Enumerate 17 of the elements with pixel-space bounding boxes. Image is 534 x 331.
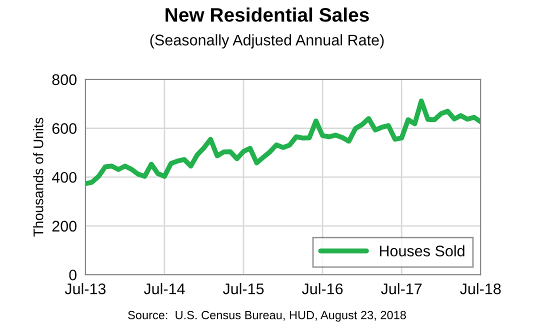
line-series <box>85 98 481 186</box>
y-axis-title: Thousands of Units <box>33 118 44 237</box>
x-tick-label: Jul-15 <box>222 283 264 294</box>
y-tick-label: 600 <box>52 123 77 134</box>
y-tick-label: 400 <box>52 172 77 183</box>
x-tick-label: Jul-17 <box>381 283 422 294</box>
y-tick-label: 200 <box>52 220 77 232</box>
chart-subtitle: (Seasonally Adjusted Annual Rate) <box>150 34 384 48</box>
x-tick-label: Jul-14 <box>144 283 185 294</box>
x-tick-label: Jul-13 <box>64 283 106 294</box>
x-tick-label: Jul-18 <box>460 283 501 294</box>
x-tick-label: Jul-16 <box>302 283 343 294</box>
legend-label: Houses Sold <box>380 245 464 256</box>
y-tick-label: 800 <box>52 74 77 86</box>
source-note: Source: U.S. Census Bureau, HUD, August 23, 2018 <box>128 310 406 322</box>
y-tick-label: 0 <box>69 270 77 280</box>
chart-title: New Residential Sales <box>166 7 369 22</box>
